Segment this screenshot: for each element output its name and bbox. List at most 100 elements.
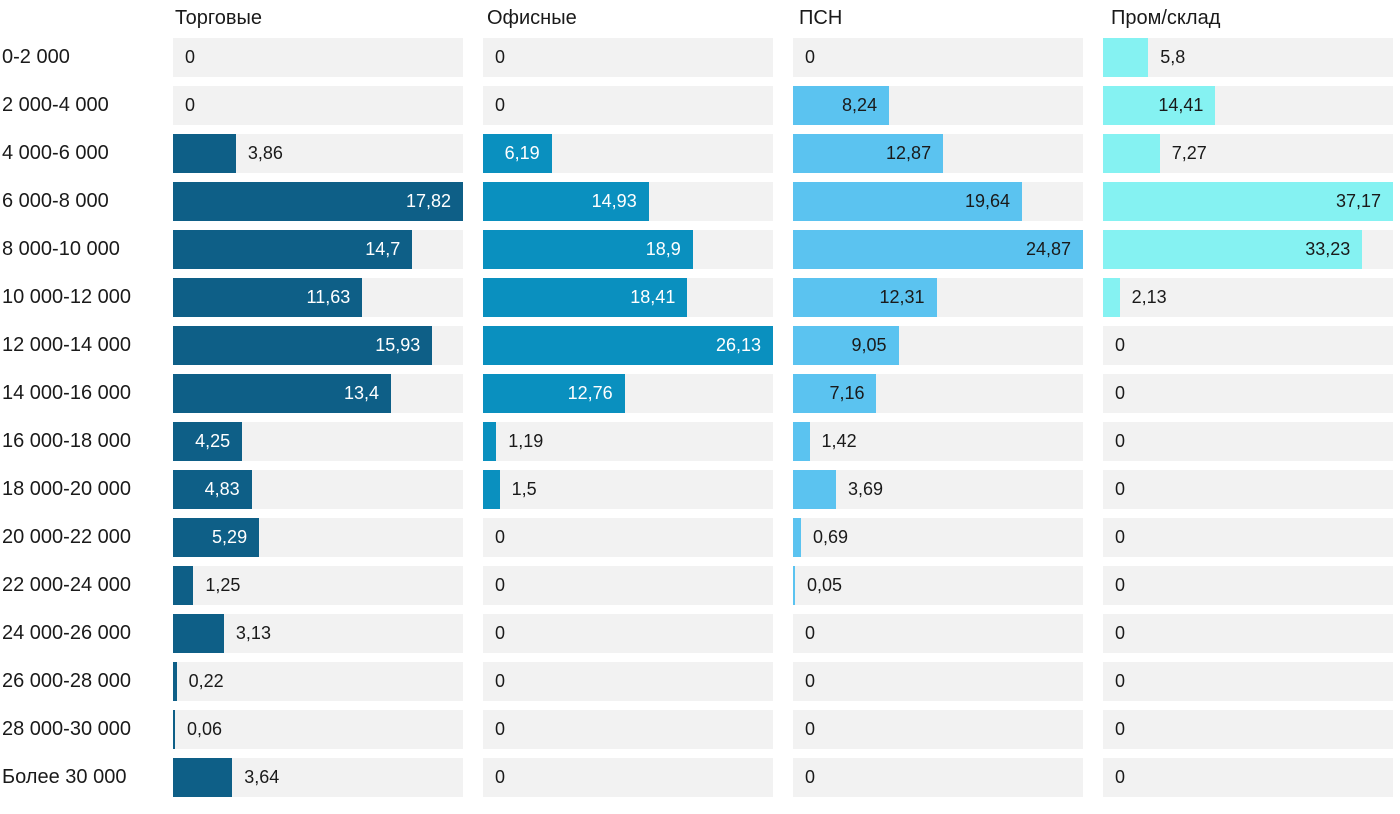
bar-track: 0 xyxy=(1103,758,1393,797)
chart-rows: 0-2 000 0 0 0 5,8 2 000-4 000 0 0 8,24 14,41 4 000… xyxy=(0,38,1400,797)
bar-value-label: 18,41 xyxy=(630,287,676,307)
bar xyxy=(1103,86,1216,125)
bar-track: 5,8 xyxy=(1103,38,1393,77)
bar-track: 0 xyxy=(1103,422,1393,461)
bar-value-label: 3,86 xyxy=(247,143,283,163)
bar-value-label: 8,24 xyxy=(842,95,878,115)
chart-row: 2 000-4 000 0 0 8,24 14,41 xyxy=(0,86,1400,125)
bar-value-label: 1,25 xyxy=(205,575,241,595)
bar-value-label: 3,64 xyxy=(244,767,280,787)
bar-track: 0 xyxy=(173,38,463,77)
bar-value-label: 0 xyxy=(1115,671,1126,691)
bar-track: 4,83 xyxy=(173,470,463,509)
bar xyxy=(483,422,497,461)
bar-track: 14,7 xyxy=(173,230,463,269)
bar xyxy=(793,134,944,173)
bar-track: 0 xyxy=(1103,710,1393,749)
column-header-torgovye: Торговые xyxy=(175,7,263,29)
chart-row: 0-2 000 0 0 0 5,8 xyxy=(0,38,1400,77)
bar-track: 0,05 xyxy=(793,566,1083,605)
bar-track: 1,25 xyxy=(173,566,463,605)
bar-track: 3,13 xyxy=(173,614,463,653)
bar xyxy=(483,230,693,269)
bar-track: 24,87 xyxy=(793,230,1083,269)
bar-track: 0 xyxy=(1103,566,1393,605)
bar xyxy=(483,374,625,413)
row-label: 8 000-10 000 xyxy=(2,238,120,260)
chart-row: 4 000-6 000 3,86 6,19 12,87 7,27 xyxy=(0,134,1400,173)
chart-row: 22 000-24 000 1,25 0 0,05 0 xyxy=(0,566,1400,605)
bar xyxy=(1103,230,1363,269)
chart-row: 26 000-28 000 0,22 0 0 0 xyxy=(0,662,1400,701)
column-header-psn: ПСН xyxy=(799,7,843,29)
bar-value-label: 4,83 xyxy=(204,479,240,499)
column-header-prom-sklad: Пром/склад xyxy=(1111,7,1221,29)
bar xyxy=(483,326,773,365)
bar-track: 14,41 xyxy=(1103,86,1393,125)
bar-track: 8,24 xyxy=(793,86,1083,125)
bar-track: 0,22 xyxy=(173,662,463,701)
column-header-ofisnye: Офисные xyxy=(487,7,577,29)
bar-value-label: 0 xyxy=(495,527,506,547)
bar-value-label: 0 xyxy=(805,671,816,691)
bar-value-label: 26,13 xyxy=(715,335,761,355)
bar-track: 13,4 xyxy=(173,374,463,413)
bar-value-label: 9,05 xyxy=(851,335,887,355)
bar-value-label: 1,19 xyxy=(508,431,544,451)
bar xyxy=(173,662,177,701)
row-label: 28 000-30 000 xyxy=(2,718,132,740)
row-label: 26 000-28 000 xyxy=(2,670,132,692)
bar-track: 7,16 xyxy=(793,374,1083,413)
bar xyxy=(793,182,1022,221)
bar xyxy=(793,566,795,605)
row-label: 22 000-24 000 xyxy=(2,574,132,596)
bar-value-label: 24,87 xyxy=(1025,239,1071,259)
bar-chart-grid: Торговые Офисные ПСН Пром/склад 0-2 000 0… xyxy=(0,0,1400,797)
bar-value-label: 0,06 xyxy=(187,719,223,739)
bar-value-label: 1,42 xyxy=(821,431,857,451)
chart-row: 20 000-22 000 5,29 0 0,69 0 xyxy=(0,518,1400,557)
bar-value-label: 0 xyxy=(185,47,196,67)
bar-value-label: 0 xyxy=(495,575,506,595)
bar xyxy=(1103,182,1393,221)
bar-track: 0 xyxy=(483,566,773,605)
bar-value-label: 0,05 xyxy=(807,575,843,595)
bar xyxy=(173,710,175,749)
bar-track: 15,93 xyxy=(173,326,463,365)
bar-value-label: 0 xyxy=(185,95,196,115)
bar-track: 0 xyxy=(483,614,773,653)
row-label: 18 000-20 000 xyxy=(2,478,132,500)
bar-track: 12,76 xyxy=(483,374,773,413)
bar-track: 37,17 xyxy=(1103,182,1393,221)
bar-track: 0 xyxy=(483,518,773,557)
bar-value-label: 6,19 xyxy=(504,143,540,163)
bar-value-label: 11,63 xyxy=(306,287,351,307)
bar-track: 19,64 xyxy=(793,182,1083,221)
row-label: Более 30 000 xyxy=(2,766,127,788)
bar-track: 0 xyxy=(793,710,1083,749)
bar-value-label: 0 xyxy=(495,671,506,691)
chart-row: 18 000-20 000 4,83 1,5 3,69 0 xyxy=(0,470,1400,509)
row-label: 0-2 000 xyxy=(2,46,70,68)
bar-value-label: 14,41 xyxy=(1158,95,1204,115)
column-header-row: Торговые Офисные ПСН Пром/склад xyxy=(0,0,1400,38)
bar xyxy=(793,374,877,413)
bar-track: 6,19 xyxy=(483,134,773,173)
bar xyxy=(1103,278,1120,317)
bar-track: 9,05 xyxy=(793,326,1083,365)
bar-track: 0 xyxy=(483,758,773,797)
bar-value-label: 1,5 xyxy=(511,479,537,499)
bar-track: 3,69 xyxy=(793,470,1083,509)
bar-track: 0 xyxy=(1103,326,1393,365)
chart-row: 6 000-8 000 17,82 14,93 19,64 37,17 xyxy=(0,182,1400,221)
bar-track: 3,86 xyxy=(173,134,463,173)
bar-value-label: 12,87 xyxy=(886,143,932,163)
bar-track: 0,69 xyxy=(793,518,1083,557)
bar xyxy=(793,326,899,365)
bar-value-label: 0 xyxy=(1115,623,1126,643)
bar-track: 0 xyxy=(483,710,773,749)
bar-value-label: 0 xyxy=(495,623,506,643)
bar xyxy=(793,86,890,125)
row-label: 12 000-14 000 xyxy=(2,334,132,356)
bar-track: 26,13 xyxy=(483,326,773,365)
